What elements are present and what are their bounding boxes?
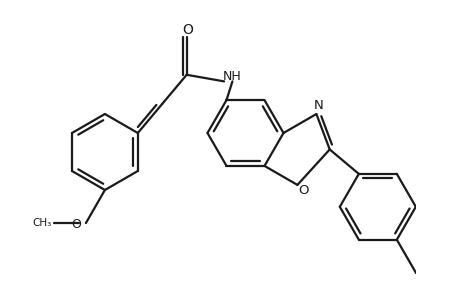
Text: NH: NH: [223, 70, 242, 83]
Text: O: O: [182, 23, 193, 37]
Text: O: O: [298, 184, 308, 197]
Text: O: O: [72, 219, 82, 231]
Text: N: N: [313, 99, 323, 112]
Text: CH₃: CH₃: [33, 218, 52, 228]
